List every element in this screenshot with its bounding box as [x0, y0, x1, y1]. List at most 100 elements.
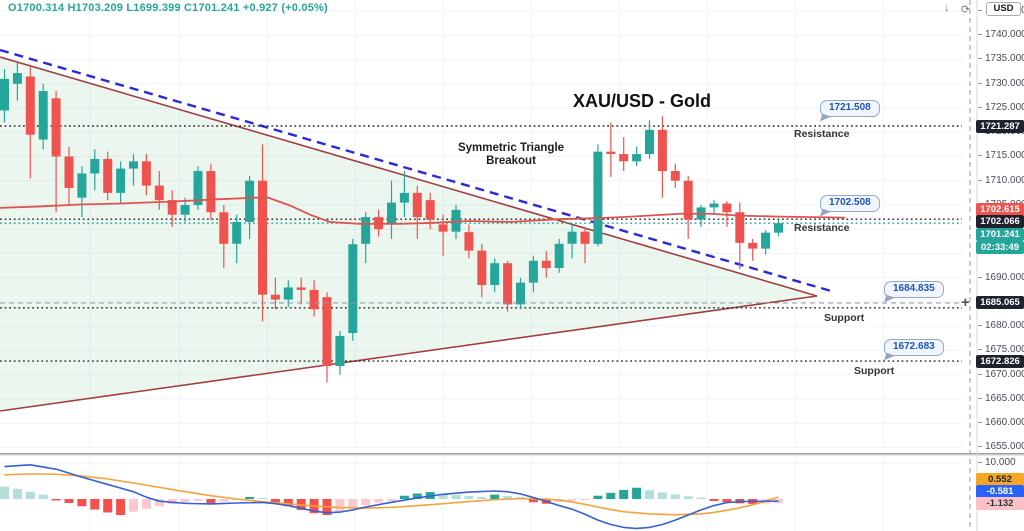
candle-body — [64, 156, 74, 189]
price-callout[interactable]: 1684.835 — [884, 281, 944, 298]
price-badge: 02:33:49 — [976, 241, 1024, 254]
macd-histogram-bar — [451, 494, 461, 499]
candle-body — [193, 171, 203, 205]
triangle-upper-trendline[interactable] — [0, 56, 818, 297]
candle-body — [567, 231, 577, 244]
macd-histogram-bar — [722, 499, 732, 503]
candle-body — [154, 185, 164, 201]
axis-tick-label: 10.000 — [978, 457, 1016, 468]
price-badge: 1702.066 — [976, 215, 1024, 228]
candle-body — [399, 192, 409, 203]
macd-histogram-bar — [258, 497, 267, 499]
macd-histogram-bar — [77, 499, 87, 507]
macd-histogram-bar — [477, 496, 487, 499]
macd-histogram-bar — [593, 495, 603, 499]
axis-tick-label: 1735.000 — [978, 53, 1024, 64]
candle-body — [283, 287, 293, 300]
candle-body — [490, 263, 500, 286]
candle-body — [606, 151, 616, 155]
macd-histogram-bar — [657, 492, 667, 499]
candle-body — [619, 154, 629, 162]
candle-body — [258, 180, 267, 295]
price-callout[interactable]: 1702.508 — [820, 195, 880, 212]
macd-histogram-bar — [619, 489, 629, 499]
crosshair-marker-icon: + — [961, 294, 970, 311]
currency-label[interactable]: USD — [986, 2, 1021, 16]
price-badge: -0.581 — [976, 484, 1024, 498]
pane-separator-shadow — [0, 454, 1024, 457]
candle-body — [774, 223, 783, 233]
candle-body — [451, 209, 461, 232]
macd-histogram-bar — [193, 499, 203, 502]
macd-histogram-bar — [103, 499, 113, 513]
triangle-lower-trendline[interactable] — [0, 295, 818, 412]
candle-body — [761, 232, 771, 249]
macd-histogram-bar — [683, 496, 693, 499]
macd-histogram-bar — [129, 499, 138, 512]
macd-histogram-bar — [348, 499, 358, 509]
macd-histogram-bar — [12, 488, 22, 499]
download-icon[interactable]: ↓ — [944, 2, 950, 14]
candle-body — [141, 161, 151, 186]
macd-histogram-bar — [696, 497, 706, 499]
price-callout[interactable]: 1721.508 — [820, 100, 880, 117]
price-callout[interactable]: 1672.683 — [884, 339, 944, 356]
macd-histogram-bar — [645, 490, 654, 499]
axis-tick-label: 1710.000 — [978, 175, 1024, 186]
macd-histogram-bar — [283, 499, 293, 507]
price-badge: 1701.241 — [976, 228, 1024, 241]
macd-histogram-bar — [90, 499, 100, 510]
macd-histogram-bar — [245, 496, 255, 499]
macd-histogram-bar — [580, 499, 590, 500]
candle-body — [77, 173, 87, 198]
candle-body — [129, 161, 138, 169]
breakout-dashed-trendline[interactable] — [0, 48, 832, 293]
candle-body — [528, 260, 538, 283]
macd-histogram-bar — [270, 499, 280, 503]
candle-body — [503, 263, 513, 305]
macd-histogram-bar — [490, 494, 500, 499]
macd-histogram-bar — [632, 487, 642, 499]
macd-histogram-bar — [503, 496, 513, 499]
axis-tick-label: 1690.000 — [978, 272, 1024, 283]
macd-histogram-bar — [399, 495, 409, 499]
candle-body — [709, 203, 719, 208]
ohlc-legend: O1700.314 H1703.209 L1699.399 C1701.241 … — [8, 2, 328, 14]
macd-histogram-bar — [374, 499, 384, 503]
candle-body — [361, 217, 371, 244]
pane-separator[interactable] — [0, 453, 1024, 455]
axis-tick-label: 1655.000 — [978, 441, 1024, 452]
candle-body — [51, 98, 61, 157]
price-badge: 1685.065 — [976, 295, 1024, 309]
macd-histogram-bar — [774, 499, 783, 504]
level-label: Support — [824, 312, 865, 324]
macd-histogram-bar — [25, 491, 35, 499]
candle-body — [12, 73, 22, 84]
macd-histogram-bar — [206, 499, 216, 504]
scale-settings-icon[interactable]: ⟳ — [961, 4, 971, 16]
candle-body — [645, 129, 654, 155]
axis-tick-label: 1670.000 — [978, 369, 1024, 380]
candle-body — [245, 180, 255, 222]
candle-body — [735, 212, 745, 243]
macd-signal-line — [4, 473, 779, 516]
axis-tick-label: 1740.000 — [978, 29, 1024, 40]
candle-body — [219, 212, 229, 244]
candle-body — [103, 158, 113, 193]
candle-body — [309, 289, 319, 310]
macd-line — [4, 463, 779, 530]
candle-body — [25, 76, 35, 135]
candle-body — [632, 154, 642, 162]
candle-body — [90, 158, 100, 174]
candle-body — [425, 200, 435, 220]
macd-histogram-bar — [670, 494, 680, 499]
macd-histogram-bar — [0, 486, 9, 499]
level-label: Resistance — [794, 222, 850, 234]
macd-histogram-bar — [38, 494, 48, 499]
candle-body — [554, 243, 564, 269]
moving-average-line — [0, 196, 846, 225]
candle-body — [412, 192, 422, 218]
pattern-annotation: Symmetric Triangle Breakout — [426, 142, 596, 167]
